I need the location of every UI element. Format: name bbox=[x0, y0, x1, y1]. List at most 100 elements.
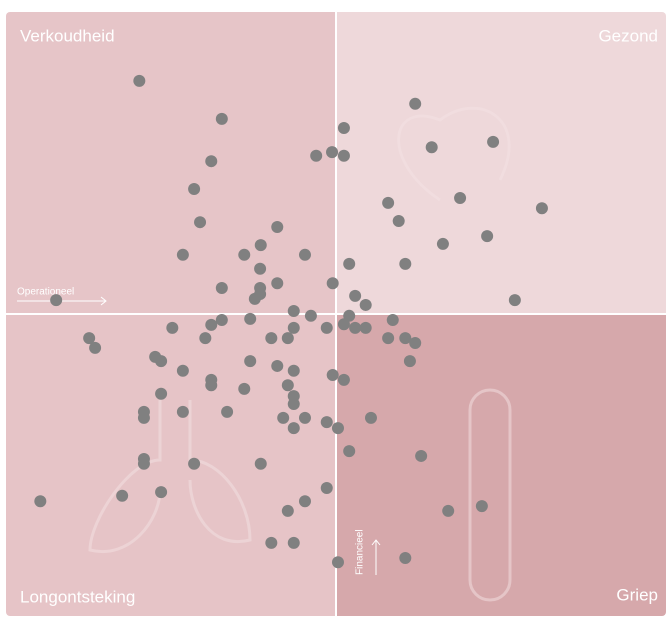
point bbox=[155, 355, 167, 367]
x-axis-label: Operationeel bbox=[17, 287, 74, 298]
point bbox=[349, 322, 361, 334]
point bbox=[216, 314, 228, 326]
point bbox=[271, 277, 283, 289]
point bbox=[299, 495, 311, 507]
point bbox=[216, 282, 228, 294]
point bbox=[282, 379, 294, 391]
point bbox=[288, 322, 300, 334]
point bbox=[288, 365, 300, 377]
point bbox=[89, 342, 101, 354]
point bbox=[415, 450, 427, 462]
point bbox=[509, 294, 521, 306]
point bbox=[349, 290, 361, 302]
point bbox=[360, 322, 372, 334]
point bbox=[442, 505, 454, 517]
point bbox=[332, 422, 344, 434]
quadrant-top-left bbox=[6, 12, 336, 314]
point bbox=[177, 249, 189, 261]
point bbox=[288, 305, 300, 317]
point bbox=[305, 310, 317, 322]
point bbox=[343, 445, 355, 457]
point bbox=[205, 319, 217, 331]
point bbox=[244, 313, 256, 325]
point bbox=[409, 98, 421, 110]
point bbox=[205, 379, 217, 391]
point bbox=[255, 239, 267, 251]
point bbox=[437, 238, 449, 250]
point bbox=[426, 141, 438, 153]
point bbox=[365, 412, 377, 424]
point bbox=[481, 230, 493, 242]
point bbox=[249, 293, 261, 305]
quadrant-label: Verkoudheid bbox=[20, 26, 115, 45]
quadrant-bottom-left bbox=[6, 314, 336, 616]
point bbox=[343, 258, 355, 270]
point bbox=[487, 136, 499, 148]
quadrant-top-right bbox=[336, 12, 666, 314]
point bbox=[387, 314, 399, 326]
point bbox=[360, 299, 372, 311]
point bbox=[338, 374, 350, 386]
point bbox=[205, 155, 217, 167]
point bbox=[254, 263, 266, 275]
point bbox=[282, 332, 294, 344]
point bbox=[188, 458, 200, 470]
point bbox=[332, 556, 344, 568]
point bbox=[194, 216, 206, 228]
point bbox=[34, 495, 46, 507]
quadrant-label: Gezond bbox=[598, 26, 658, 45]
point bbox=[265, 332, 277, 344]
point bbox=[50, 294, 62, 306]
point bbox=[166, 322, 178, 334]
point bbox=[409, 337, 421, 349]
point bbox=[177, 365, 189, 377]
point bbox=[282, 505, 294, 517]
point bbox=[454, 192, 466, 204]
point bbox=[244, 355, 256, 367]
quadrant-label: Longontsteking bbox=[20, 587, 135, 606]
point bbox=[310, 150, 322, 162]
point bbox=[177, 406, 189, 418]
quadrants bbox=[6, 12, 666, 616]
point bbox=[288, 398, 300, 410]
point bbox=[399, 552, 411, 564]
point bbox=[255, 458, 267, 470]
point bbox=[321, 322, 333, 334]
point bbox=[265, 537, 277, 549]
point bbox=[382, 197, 394, 209]
point bbox=[188, 183, 200, 195]
point bbox=[288, 537, 300, 549]
point bbox=[216, 113, 228, 125]
point bbox=[133, 75, 145, 87]
point bbox=[199, 332, 211, 344]
point bbox=[338, 318, 350, 330]
point bbox=[277, 412, 289, 424]
point bbox=[299, 412, 311, 424]
point bbox=[221, 406, 233, 418]
point bbox=[271, 360, 283, 372]
point bbox=[338, 122, 350, 134]
point bbox=[155, 388, 167, 400]
point bbox=[338, 150, 350, 162]
quadrant-label: Griep bbox=[616, 585, 658, 604]
chart: Verkoudheid Gezond Longontsteking Griep … bbox=[0, 0, 668, 617]
point bbox=[536, 202, 548, 214]
y-axis-label: Financieel bbox=[355, 529, 366, 575]
point bbox=[271, 221, 283, 233]
point bbox=[138, 412, 150, 424]
point bbox=[399, 258, 411, 270]
point bbox=[326, 146, 338, 158]
point bbox=[327, 369, 339, 381]
point bbox=[288, 422, 300, 434]
point bbox=[238, 383, 250, 395]
point bbox=[155, 486, 167, 498]
point bbox=[299, 249, 311, 261]
point bbox=[321, 482, 333, 494]
quadrant-bottom-right bbox=[336, 314, 666, 616]
point bbox=[476, 500, 488, 512]
point bbox=[321, 416, 333, 428]
point bbox=[393, 215, 405, 227]
point bbox=[116, 490, 128, 502]
point bbox=[238, 249, 250, 261]
point bbox=[327, 277, 339, 289]
